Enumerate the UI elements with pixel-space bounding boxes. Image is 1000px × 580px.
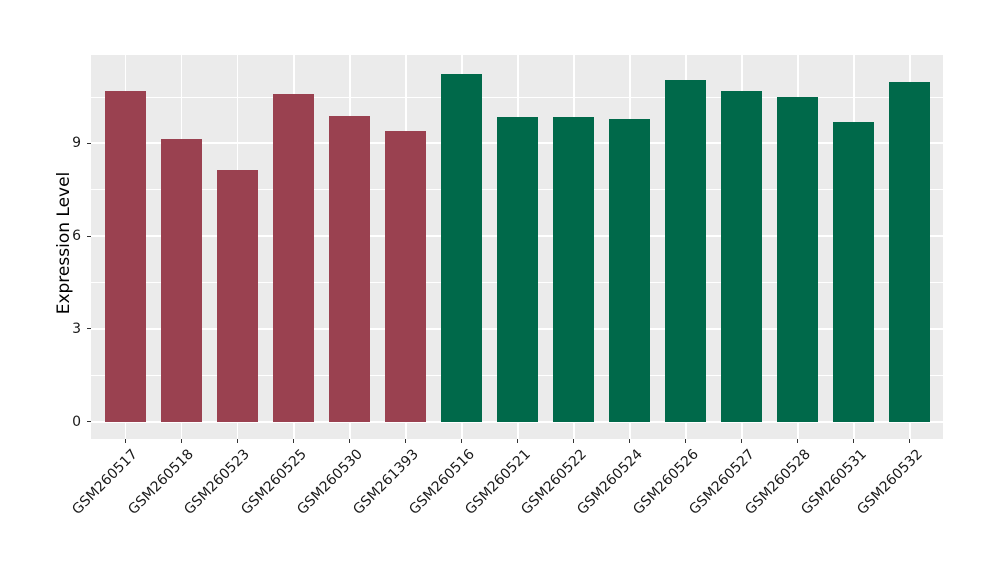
y-tick-label: 6 [72, 228, 81, 245]
x-tick-mark [349, 439, 351, 443]
x-tick-mark [741, 439, 743, 443]
y-tick-label: 3 [72, 320, 81, 337]
x-tick-mark [181, 439, 183, 443]
bar-GSM261393 [385, 131, 427, 422]
gridline-major [91, 420, 943, 423]
x-tick-mark [853, 439, 855, 443]
y-tick-label: 9 [72, 135, 81, 152]
bar-GSM260527 [721, 90, 763, 422]
bar-GSM260525 [273, 93, 315, 422]
x-tick-mark [573, 439, 575, 443]
y-tick-mark [87, 235, 91, 237]
bar-GSM260524 [609, 118, 651, 422]
x-tick-mark [797, 439, 799, 443]
x-tick-mark [405, 439, 407, 443]
bar-GSM260526 [665, 80, 707, 422]
x-tick-mark [909, 439, 911, 443]
bar-GSM260518 [161, 138, 203, 422]
bar-GSM260522 [553, 117, 595, 422]
plot-panel [91, 55, 943, 439]
x-tick-mark [629, 439, 631, 443]
y-tick-mark [87, 421, 91, 423]
y-tick-mark [87, 142, 91, 144]
bar-GSM260517 [105, 90, 147, 422]
bar-GSM260532 [889, 81, 931, 422]
bar-GSM260531 [833, 121, 875, 422]
y-tick-label: 0 [72, 413, 81, 430]
x-tick-mark [517, 439, 519, 443]
x-tick-mark [237, 439, 239, 443]
y-tick-mark [87, 328, 91, 330]
bar-GSM260521 [497, 117, 539, 422]
x-tick-mark [685, 439, 687, 443]
x-tick-mark [461, 439, 463, 443]
x-tick-mark [293, 439, 295, 443]
bar-GSM260528 [777, 97, 819, 422]
bar-GSM260523 [217, 169, 259, 422]
gridline-minor [91, 96, 943, 98]
bar-GSM260530 [329, 115, 371, 422]
bar-GSM260516 [441, 73, 483, 422]
x-tick-mark [125, 439, 127, 443]
